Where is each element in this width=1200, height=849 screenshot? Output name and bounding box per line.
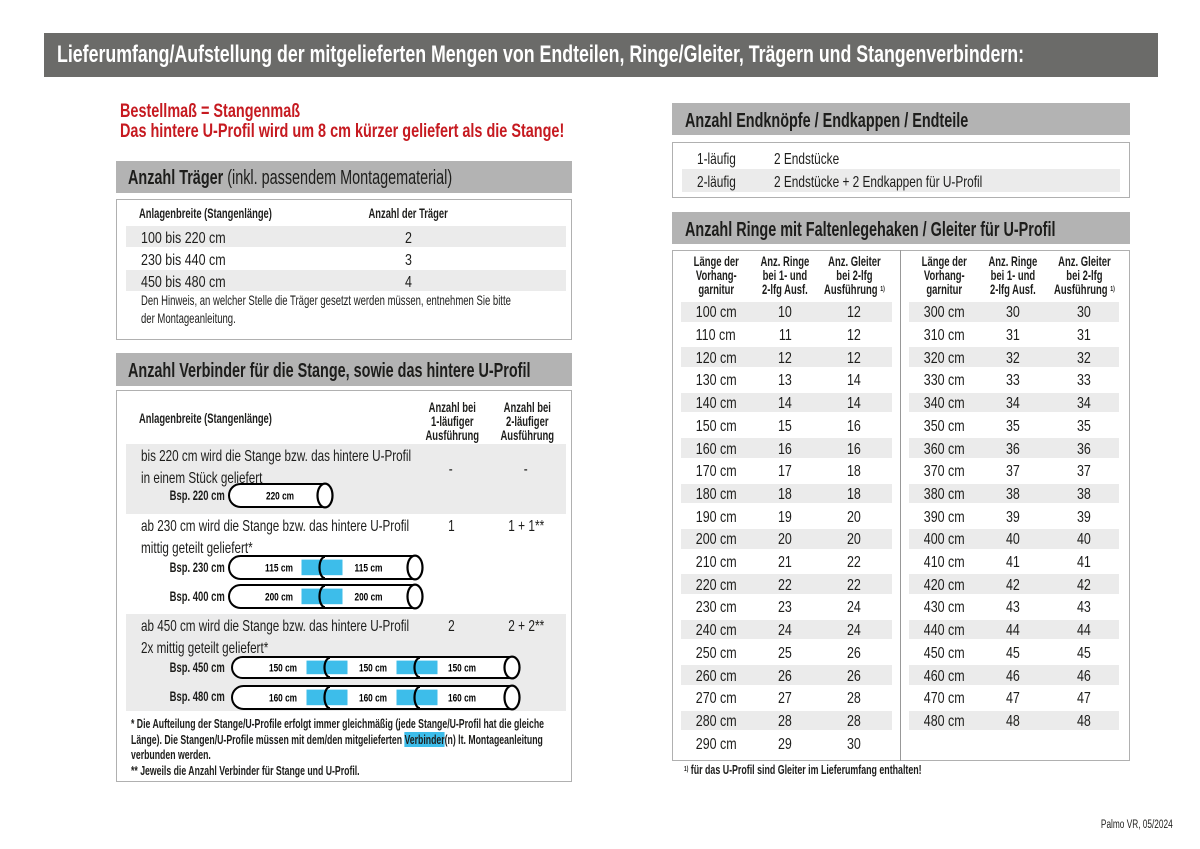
svg-text:220 cm: 220 cm xyxy=(266,490,294,502)
svg-text:115 cm: 115 cm xyxy=(265,562,293,574)
svg-text:160 cm: 160 cm xyxy=(448,692,476,704)
svg-text:150 cm: 150 cm xyxy=(448,662,476,674)
svg-text:160 cm: 160 cm xyxy=(359,692,387,704)
svg-text:160 cm: 160 cm xyxy=(269,692,297,704)
svg-text:200 cm: 200 cm xyxy=(355,591,383,603)
svg-text:115 cm: 115 cm xyxy=(355,562,383,574)
svg-text:150 cm: 150 cm xyxy=(269,662,297,674)
svg-text:200 cm: 200 cm xyxy=(265,591,293,603)
svg-text:150 cm: 150 cm xyxy=(359,662,387,674)
